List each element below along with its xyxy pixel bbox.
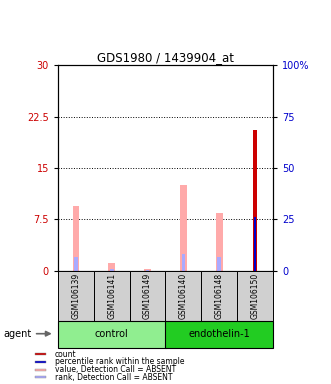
Bar — [35, 353, 46, 355]
Text: GSM106149: GSM106149 — [143, 273, 152, 319]
Bar — [144, 269, 151, 271]
Bar — [35, 369, 46, 371]
Text: GSM106150: GSM106150 — [251, 273, 260, 319]
Bar — [130, 271, 166, 321]
Bar — [182, 254, 185, 271]
Bar — [254, 217, 256, 271]
Text: GSM106148: GSM106148 — [215, 273, 224, 319]
Text: count: count — [55, 350, 76, 359]
Bar — [72, 206, 79, 271]
Bar — [237, 271, 273, 321]
Text: GSM106141: GSM106141 — [107, 273, 116, 319]
Text: percentile rank within the sample: percentile rank within the sample — [55, 357, 184, 366]
Bar — [35, 376, 46, 378]
Text: agent: agent — [3, 329, 31, 339]
Text: control: control — [95, 329, 128, 339]
Bar — [74, 257, 78, 271]
Bar — [253, 130, 257, 271]
Text: value, Detection Call = ABSENT: value, Detection Call = ABSENT — [55, 365, 176, 374]
Bar — [201, 271, 237, 321]
Bar — [94, 271, 130, 321]
Text: GSM106140: GSM106140 — [179, 273, 188, 319]
Bar — [58, 271, 94, 321]
Bar — [58, 321, 166, 348]
Bar — [110, 269, 114, 271]
Title: GDS1980 / 1439904_at: GDS1980 / 1439904_at — [97, 51, 234, 64]
Bar — [35, 361, 46, 363]
Bar — [109, 263, 115, 271]
Bar — [217, 257, 221, 271]
Bar — [166, 271, 201, 321]
Bar — [216, 212, 222, 271]
Bar — [146, 270, 149, 271]
Text: endothelin-1: endothelin-1 — [188, 329, 250, 339]
Bar — [180, 185, 187, 271]
Text: rank, Detection Call = ABSENT: rank, Detection Call = ABSENT — [55, 373, 172, 382]
Bar — [166, 321, 273, 348]
Text: GSM106139: GSM106139 — [71, 273, 80, 319]
